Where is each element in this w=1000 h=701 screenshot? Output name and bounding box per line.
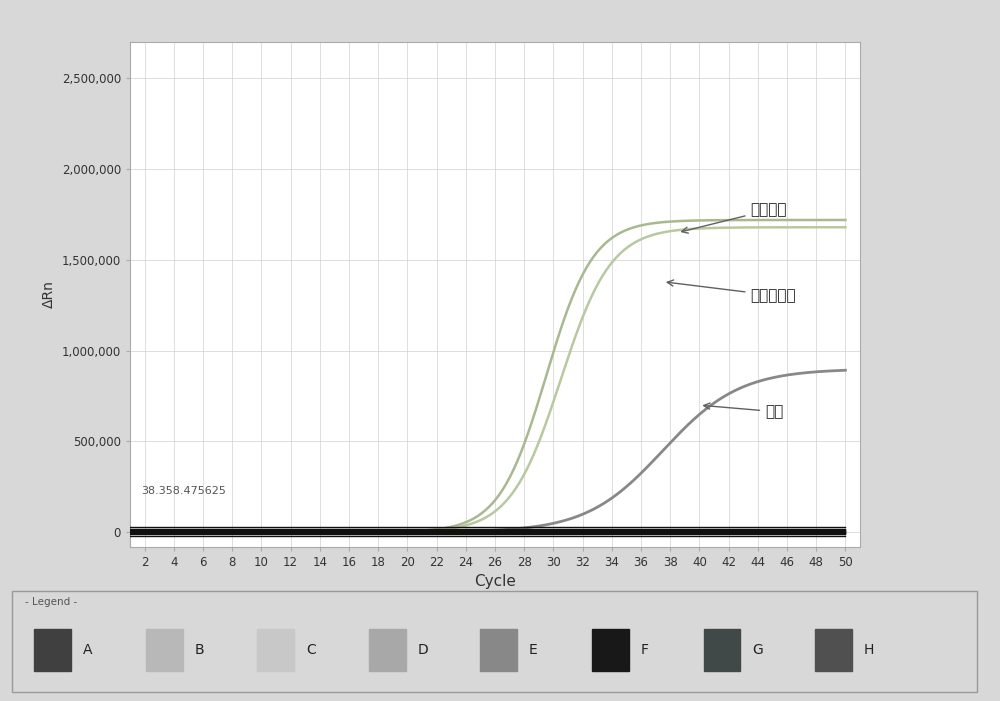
Text: 管圆线虫: 管圆线虫 xyxy=(682,203,787,233)
Y-axis label: ΔRn: ΔRn xyxy=(42,280,56,308)
Bar xyxy=(369,629,406,671)
Text: 华支箌吸虫: 华支箌吸虫 xyxy=(667,280,796,303)
Text: E: E xyxy=(529,643,538,657)
Bar xyxy=(592,629,629,671)
Text: G: G xyxy=(752,643,763,657)
Text: A: A xyxy=(83,643,92,657)
Text: F: F xyxy=(641,643,649,657)
Text: H: H xyxy=(864,643,874,657)
Bar xyxy=(34,629,71,671)
Text: - Legend -: - Legend - xyxy=(25,597,77,607)
X-axis label: Cycle: Cycle xyxy=(474,574,516,590)
Bar xyxy=(257,629,294,671)
Text: C: C xyxy=(306,643,316,657)
Text: D: D xyxy=(417,643,428,657)
Text: 内标: 内标 xyxy=(704,403,783,419)
Bar xyxy=(146,629,183,671)
Bar xyxy=(815,629,852,671)
Bar xyxy=(704,629,740,671)
Bar xyxy=(480,629,517,671)
Text: B: B xyxy=(194,643,204,657)
Text: 38.358.475625: 38.358.475625 xyxy=(142,486,227,496)
